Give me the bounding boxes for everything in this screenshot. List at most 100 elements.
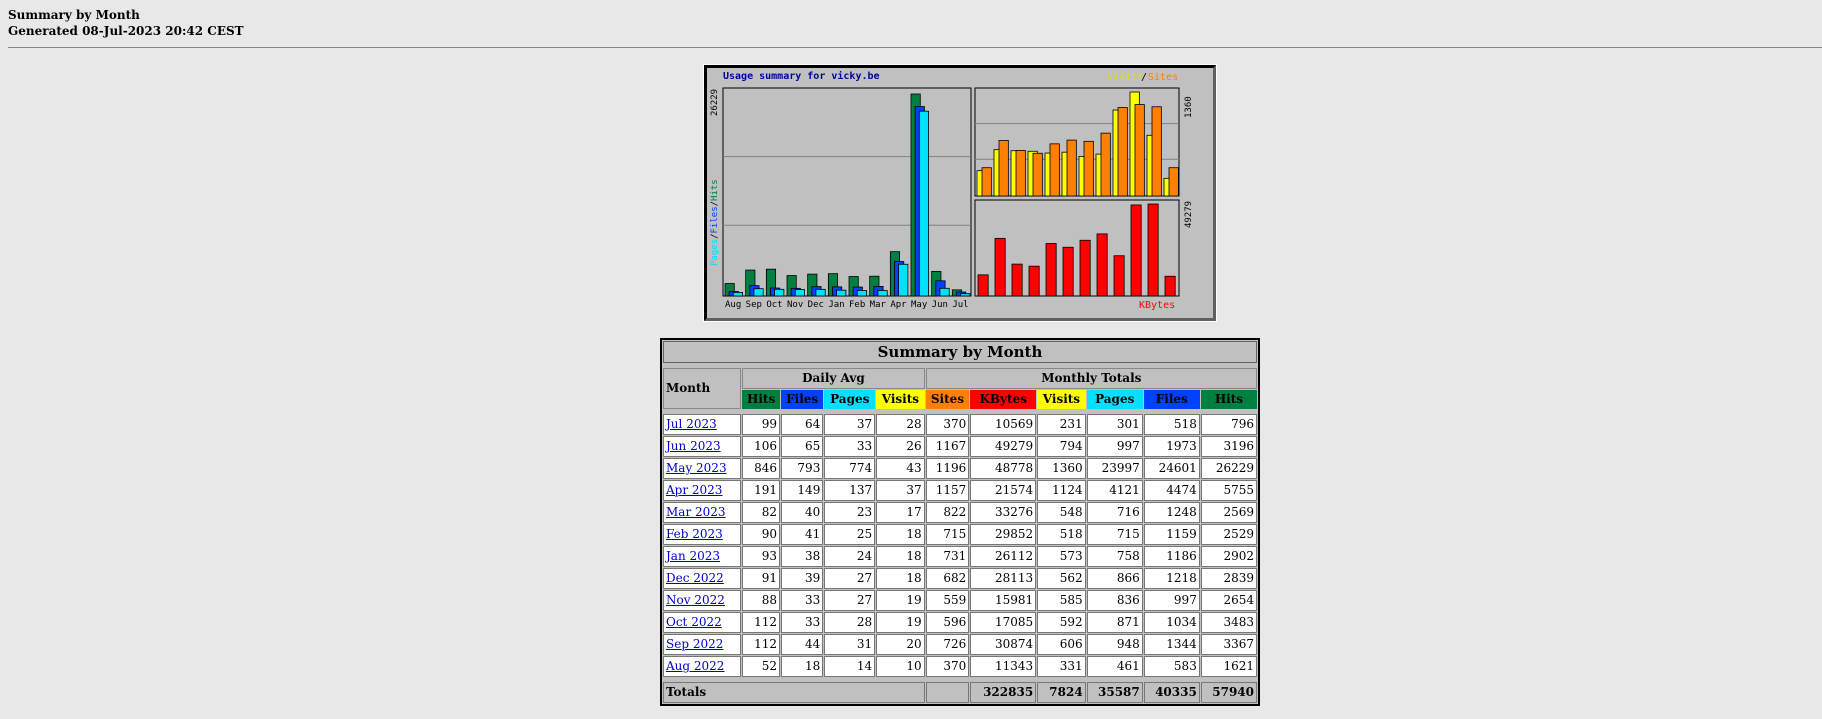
x-tick-label: Nov bbox=[787, 300, 803, 310]
month-cell: Jun 2023 bbox=[663, 436, 742, 457]
value-cell: 28 bbox=[876, 414, 925, 435]
value-cell: 606 bbox=[1037, 634, 1086, 655]
totals-value-cell: 322835 bbox=[970, 682, 1037, 703]
month-link[interactable]: Nov 2022 bbox=[666, 593, 725, 607]
value-cell: 331 bbox=[1037, 656, 1086, 677]
value-cell: 137 bbox=[824, 480, 876, 501]
value-cell: 1621 bbox=[1200, 656, 1257, 677]
value-cell: 37 bbox=[876, 480, 925, 501]
monthly-col-pages: Pages bbox=[1086, 390, 1143, 409]
legend-slash: / bbox=[1141, 72, 1147, 83]
column-header-row: Hits Files Pages Visits Sites KBytes Visits Pag… bbox=[663, 390, 1257, 409]
chart-title: Usage summary for vicky.be bbox=[723, 70, 880, 82]
value-cell: 52 bbox=[742, 656, 781, 677]
value-cell: 31 bbox=[824, 634, 876, 655]
value-cell: 24601 bbox=[1143, 458, 1200, 479]
value-cell: 40 bbox=[781, 502, 824, 523]
totals-value-cell: 35587 bbox=[1086, 682, 1143, 703]
value-cell: 370 bbox=[925, 414, 970, 435]
bar-kbytes bbox=[1028, 265, 1040, 297]
value-cell: 231 bbox=[1037, 414, 1086, 435]
value-cell: 1973 bbox=[1143, 436, 1200, 457]
totals-row: Totals 322835 7824 35587 40335 57940 bbox=[663, 682, 1257, 703]
bar-kbytes bbox=[1079, 239, 1091, 297]
bar-kbytes bbox=[1045, 243, 1057, 297]
value-cell: 65 bbox=[781, 436, 824, 457]
value-cell: 26112 bbox=[970, 546, 1037, 567]
value-cell: 1344 bbox=[1143, 634, 1200, 655]
right-bottom-max-label: 49279 bbox=[1184, 201, 1194, 228]
usage-chart: Usage summary for vicky.be Visits / Sites Au… bbox=[703, 64, 1217, 322]
value-cell: 592 bbox=[1037, 612, 1086, 633]
table-row: Nov 2022 88 33 27 19 559 15981 585 836 997 2654 bbox=[663, 590, 1257, 611]
value-cell: 26 bbox=[876, 436, 925, 457]
x-tick-label: Aug bbox=[725, 300, 741, 310]
value-cell: 758 bbox=[1086, 546, 1143, 567]
value-cell: 191 bbox=[742, 480, 781, 501]
value-cell: 836 bbox=[1086, 590, 1143, 611]
value-cell: 19 bbox=[876, 590, 925, 611]
value-cell: 370 bbox=[925, 656, 970, 677]
month-link[interactable]: Jul 2023 bbox=[666, 417, 717, 431]
value-cell: 461 bbox=[1086, 656, 1143, 677]
table-title: Summary by Month bbox=[663, 341, 1257, 363]
bar-sites bbox=[998, 140, 1009, 197]
value-cell: 997 bbox=[1086, 436, 1143, 457]
summary-table: Summary by Month Month Daily Avg Monthly… bbox=[660, 338, 1260, 706]
month-link[interactable]: Feb 2023 bbox=[666, 527, 723, 541]
month-link[interactable]: Oct 2022 bbox=[666, 615, 722, 629]
month-link[interactable]: Dec 2022 bbox=[666, 571, 724, 585]
totals-value-cell: 7824 bbox=[1037, 682, 1086, 703]
bar-pages-aug bbox=[732, 292, 743, 297]
left-y-label-part: / bbox=[710, 233, 720, 238]
month-cell: Oct 2022 bbox=[663, 612, 742, 633]
value-cell: 24 bbox=[824, 546, 876, 567]
bar-kbytes bbox=[994, 237, 1006, 297]
value-cell: 82 bbox=[742, 502, 781, 523]
month-link[interactable]: Aug 2022 bbox=[666, 659, 725, 673]
right-top-max-label: 1360 bbox=[1184, 96, 1194, 118]
value-cell: 33276 bbox=[970, 502, 1037, 523]
value-cell: 112 bbox=[742, 612, 781, 633]
value-cell: 1159 bbox=[1143, 524, 1200, 545]
table-row: Jun 2023 106 65 33 26 1167 49279 794 997 1973 3196 bbox=[663, 436, 1257, 457]
value-cell: 997 bbox=[1143, 590, 1200, 611]
bar-sites bbox=[1015, 150, 1026, 197]
month-link[interactable]: May 2023 bbox=[666, 461, 727, 475]
value-cell: 44 bbox=[781, 634, 824, 655]
value-cell: 49279 bbox=[970, 436, 1037, 457]
month-link[interactable]: Jun 2023 bbox=[666, 439, 721, 453]
value-cell: 1034 bbox=[1143, 612, 1200, 633]
bar-kbytes bbox=[1096, 233, 1108, 297]
value-cell: 41 bbox=[781, 524, 824, 545]
bar-sites bbox=[1100, 132, 1111, 197]
value-cell: 18 bbox=[876, 546, 925, 567]
value-cell: 1196 bbox=[925, 458, 970, 479]
month-link[interactable]: Sep 2022 bbox=[666, 637, 724, 651]
value-cell: 585 bbox=[1037, 590, 1086, 611]
value-cell: 2902 bbox=[1200, 546, 1257, 567]
value-cell: 5755 bbox=[1200, 480, 1257, 501]
table-row: Apr 2023 191 149 137 37 1157 21574 1124 4121 4474… bbox=[663, 480, 1257, 501]
x-tick-label: Jun bbox=[932, 300, 948, 310]
bar-pages-dec bbox=[815, 288, 826, 297]
month-link[interactable]: Apr 2023 bbox=[666, 483, 723, 497]
value-cell: 518 bbox=[1143, 414, 1200, 435]
totals-value-cell: 57940 bbox=[1200, 682, 1257, 703]
left-y-label-part: / bbox=[710, 201, 720, 206]
month-cell: Feb 2023 bbox=[663, 524, 742, 545]
left-y-label-part: Pages bbox=[710, 239, 720, 266]
x-tick-label: Mar bbox=[870, 300, 887, 310]
bar-pages-jun bbox=[939, 287, 950, 297]
value-cell: 822 bbox=[925, 502, 970, 523]
value-cell: 301 bbox=[1086, 414, 1143, 435]
x-tick-label: Feb bbox=[849, 300, 865, 310]
value-cell: 106 bbox=[742, 436, 781, 457]
value-cell: 559 bbox=[925, 590, 970, 611]
month-link[interactable]: Mar 2023 bbox=[666, 505, 726, 519]
left-y-label-part: Files bbox=[710, 206, 720, 233]
left-y-max-label: 26229 bbox=[710, 89, 720, 116]
month-link[interactable]: Jan 2023 bbox=[666, 549, 721, 563]
table-row: Jul 2023 99 64 37 28 370 10569 231 301 518 796 bbox=[663, 414, 1257, 435]
month-cell: May 2023 bbox=[663, 458, 742, 479]
